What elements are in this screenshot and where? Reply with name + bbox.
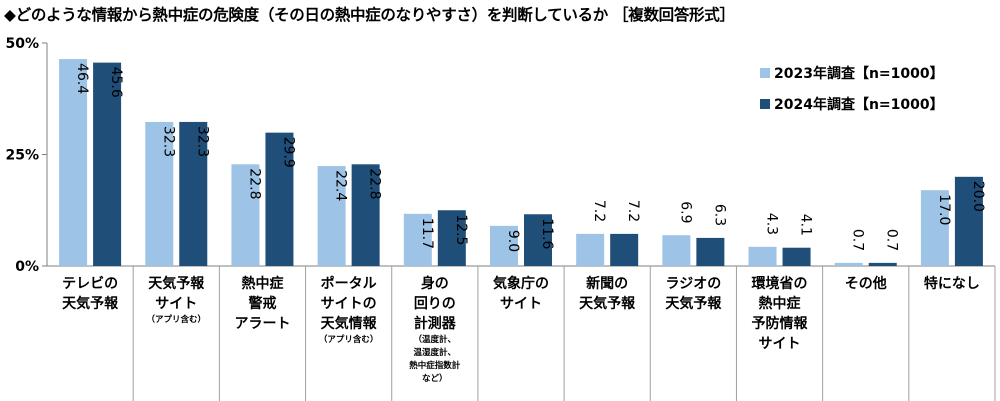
bar (231, 164, 260, 266)
y-tick-label: 25% (5, 148, 39, 164)
y-tick-label: 0% (15, 259, 39, 275)
data-label: 4.1 (798, 214, 814, 236)
data-label: 32.3 (194, 126, 210, 157)
data-label: 12.5 (453, 214, 469, 245)
category-label: サイト (759, 336, 801, 352)
bar (868, 262, 897, 266)
bar (782, 247, 811, 266)
y-tick-label: 50% (5, 36, 39, 52)
data-label: 7.2 (625, 200, 641, 222)
data-label: 22.8 (367, 168, 383, 199)
category-label: ラジオの (665, 276, 721, 292)
chart-title: ◆どのような情報から熱中症の危険度（その日の熱中症のなりやすさ）を判断しているか… (4, 6, 735, 24)
bar (954, 176, 983, 266)
bar (834, 262, 863, 266)
data-label: 11.7 (419, 218, 435, 249)
category-label: サイトの (321, 296, 377, 312)
category-label: 計測器 (414, 315, 457, 332)
category-sublabel: など） (422, 373, 448, 384)
bar (696, 237, 725, 266)
bar (437, 210, 466, 266)
category-label: 特になし (924, 275, 980, 292)
data-label: 22.4 (333, 170, 349, 201)
category-label: 天気予報 (665, 295, 722, 312)
category-label: アラート (234, 316, 290, 332)
data-label: 29.9 (280, 137, 296, 168)
category-label: 身の (421, 275, 449, 292)
bar (317, 166, 346, 266)
data-label: 6.9 (677, 201, 693, 223)
category-label: テレビの (62, 276, 118, 292)
category-label: 回りの (414, 296, 456, 312)
category-label: 天気予報 (148, 275, 205, 292)
bar (179, 121, 208, 266)
category-label: 警戒 (248, 295, 276, 312)
data-label: 46.4 (74, 63, 90, 94)
legend-swatch (760, 68, 770, 78)
category-sublabel: （温度計、 (414, 334, 457, 345)
data-label: 45.6 (108, 67, 124, 98)
category-label: 環境省の (752, 275, 808, 292)
bar (524, 214, 552, 266)
bar (403, 213, 432, 266)
bar (351, 164, 380, 266)
category-sublabel: 熱中症指数計 (409, 360, 461, 371)
category-label: 天気予報 (579, 295, 636, 312)
bar (490, 225, 518, 266)
data-label: 0.7 (884, 229, 900, 251)
data-label: 22.8 (246, 168, 262, 199)
data-label: 17.0 (936, 194, 952, 225)
bar (576, 233, 605, 266)
legend-swatch (760, 99, 770, 109)
bar (59, 59, 88, 266)
category-label: サイト (155, 296, 197, 312)
bar (920, 190, 949, 266)
data-label: 6.3 (711, 204, 727, 226)
category-label: その他 (845, 275, 887, 292)
data-label: 9.0 (505, 230, 521, 252)
category-sublabel: （アプリ含む） (147, 314, 207, 325)
data-label: 0.7 (850, 229, 866, 251)
category-label: ポータル (321, 275, 377, 292)
data-label: 11.6 (539, 218, 555, 249)
bar (662, 235, 691, 266)
category-label: 天気予報 (62, 295, 119, 312)
category-label: 熱中症 (759, 295, 801, 312)
category-label: 新聞の (586, 275, 628, 292)
category-label: 気象庁の (493, 275, 549, 292)
bar (145, 121, 174, 266)
legend-label: 2023年調査【n=1000】 (774, 65, 944, 82)
category-label: 天気情報 (321, 315, 378, 332)
legend-label: 2024年調査【n=1000】 (774, 96, 944, 113)
data-label: 20.0 (970, 181, 986, 212)
bar (265, 132, 294, 266)
data-label: 4.3 (764, 213, 780, 235)
data-label: 32.3 (160, 126, 176, 157)
category-label: 予防情報 (752, 315, 809, 332)
category-label: サイト (500, 296, 542, 312)
category-sublabel: 温湿度計、 (414, 347, 457, 358)
bar (610, 233, 639, 266)
category-sublabel: （アプリ含む） (319, 334, 379, 345)
bar (93, 62, 122, 267)
bar (748, 246, 777, 266)
data-label: 7.2 (591, 200, 607, 222)
category-label: 熱中症 (241, 275, 283, 292)
